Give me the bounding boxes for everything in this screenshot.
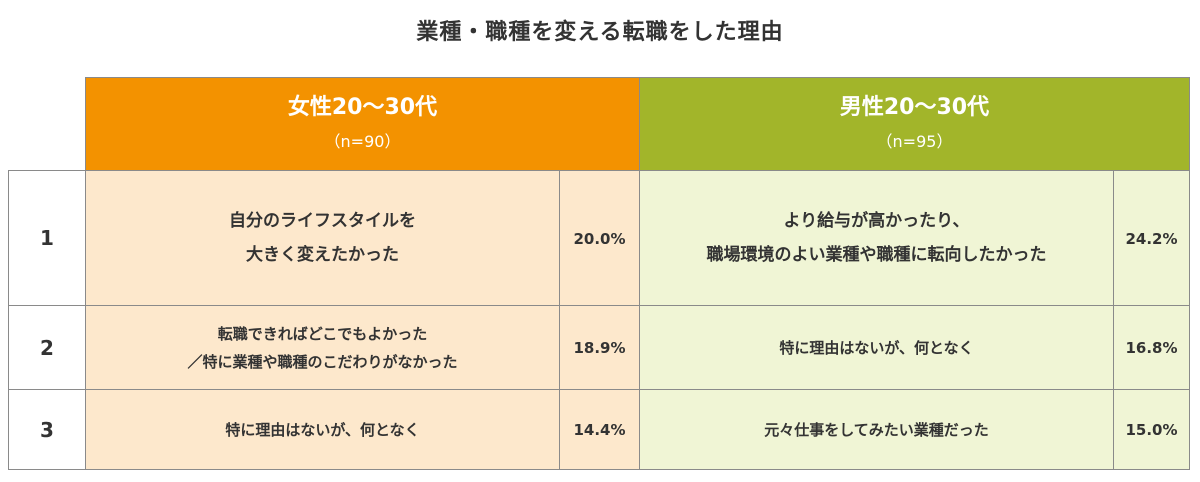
female-header: 女性20～30代 （n=90） bbox=[85, 77, 640, 171]
male-reason: 特に理由はないが、何となく bbox=[639, 305, 1114, 390]
female-sample-size: （n=90） bbox=[324, 132, 401, 151]
male-header: 男性20～30代 （n=95） bbox=[639, 77, 1190, 171]
female-reason-text: 特に理由はないが、何となく bbox=[225, 420, 420, 439]
female-reason: 自分のライフスタイルを 大きく変えたかった bbox=[85, 170, 560, 306]
female-reason: 特に理由はないが、何となく bbox=[85, 389, 560, 470]
table-row: 2 転職できればどこでもよかった ／特に業種や職種のこだわりがなかった 18.9… bbox=[8, 305, 1190, 390]
male-reason-text: 元々仕事をしてみたい業種だった bbox=[764, 420, 989, 439]
female-percentage-value: 14.4% bbox=[573, 421, 626, 439]
male-reason: 元々仕事をしてみたい業種だった bbox=[639, 389, 1114, 470]
header-row: 女性20～30代 （n=90） 男性20～30代 （n=95） bbox=[8, 77, 1190, 171]
male-sample-size: （n=95） bbox=[876, 132, 953, 151]
female-reason-text: 自分のライフスタイルを 大きく変えたかった bbox=[229, 211, 416, 265]
male-percentage-value: 16.8% bbox=[1125, 339, 1178, 357]
rank-number: 3 bbox=[8, 389, 86, 470]
female-reason-text: 転職できればどこでもよかった ／特に業種や職種のこだわりがなかった bbox=[187, 324, 458, 371]
male-percentage: 15.0% bbox=[1113, 389, 1190, 470]
female-percentage: 20.0% bbox=[559, 170, 640, 306]
female-percentage: 18.9% bbox=[559, 305, 640, 390]
male-reason-text: 特に理由はないが、何となく bbox=[779, 338, 974, 357]
rank-number: 1 bbox=[8, 170, 86, 306]
table-row: 1 自分のライフスタイルを 大きく変えたかった 20.0% より給与が高かったり… bbox=[8, 170, 1190, 306]
male-percentage: 16.8% bbox=[1113, 305, 1190, 390]
ranking-table: 女性20～30代 （n=90） 男性20～30代 （n=95） 1 自分のライフ… bbox=[8, 77, 1190, 470]
female-reason: 転職できればどこでもよかった ／特に業種や職種のこだわりがなかった bbox=[85, 305, 560, 390]
female-percentage-value: 20.0% bbox=[573, 229, 626, 248]
male-reason: より給与が高かったり、 職場環境のよい業種や職種に転向したかった bbox=[639, 170, 1114, 306]
female-header-label: 女性20～30代 bbox=[287, 95, 438, 120]
corner-cell bbox=[8, 77, 86, 171]
male-percentage-value: 24.2% bbox=[1125, 229, 1178, 248]
female-percentage-value: 18.9% bbox=[573, 339, 626, 357]
male-header-label: 男性20～30代 bbox=[839, 95, 990, 120]
male-percentage: 24.2% bbox=[1113, 170, 1190, 306]
table-row: 3 特に理由はないが、何となく 14.4% 元々仕事をしてみたい業種だった 15… bbox=[8, 389, 1190, 470]
rank-number: 2 bbox=[8, 305, 86, 390]
male-percentage-value: 15.0% bbox=[1125, 421, 1178, 439]
page-title: 業種・職種を変える転職をした理由 bbox=[416, 20, 784, 45]
male-reason-text: より給与が高かったり、 職場環境のよい業種や職種に転向したかった bbox=[706, 211, 1047, 265]
female-percentage: 14.4% bbox=[559, 389, 640, 470]
